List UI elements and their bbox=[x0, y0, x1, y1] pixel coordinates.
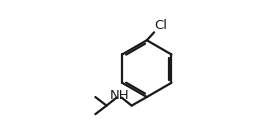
Text: NH: NH bbox=[109, 89, 129, 102]
Text: Cl: Cl bbox=[155, 19, 168, 32]
